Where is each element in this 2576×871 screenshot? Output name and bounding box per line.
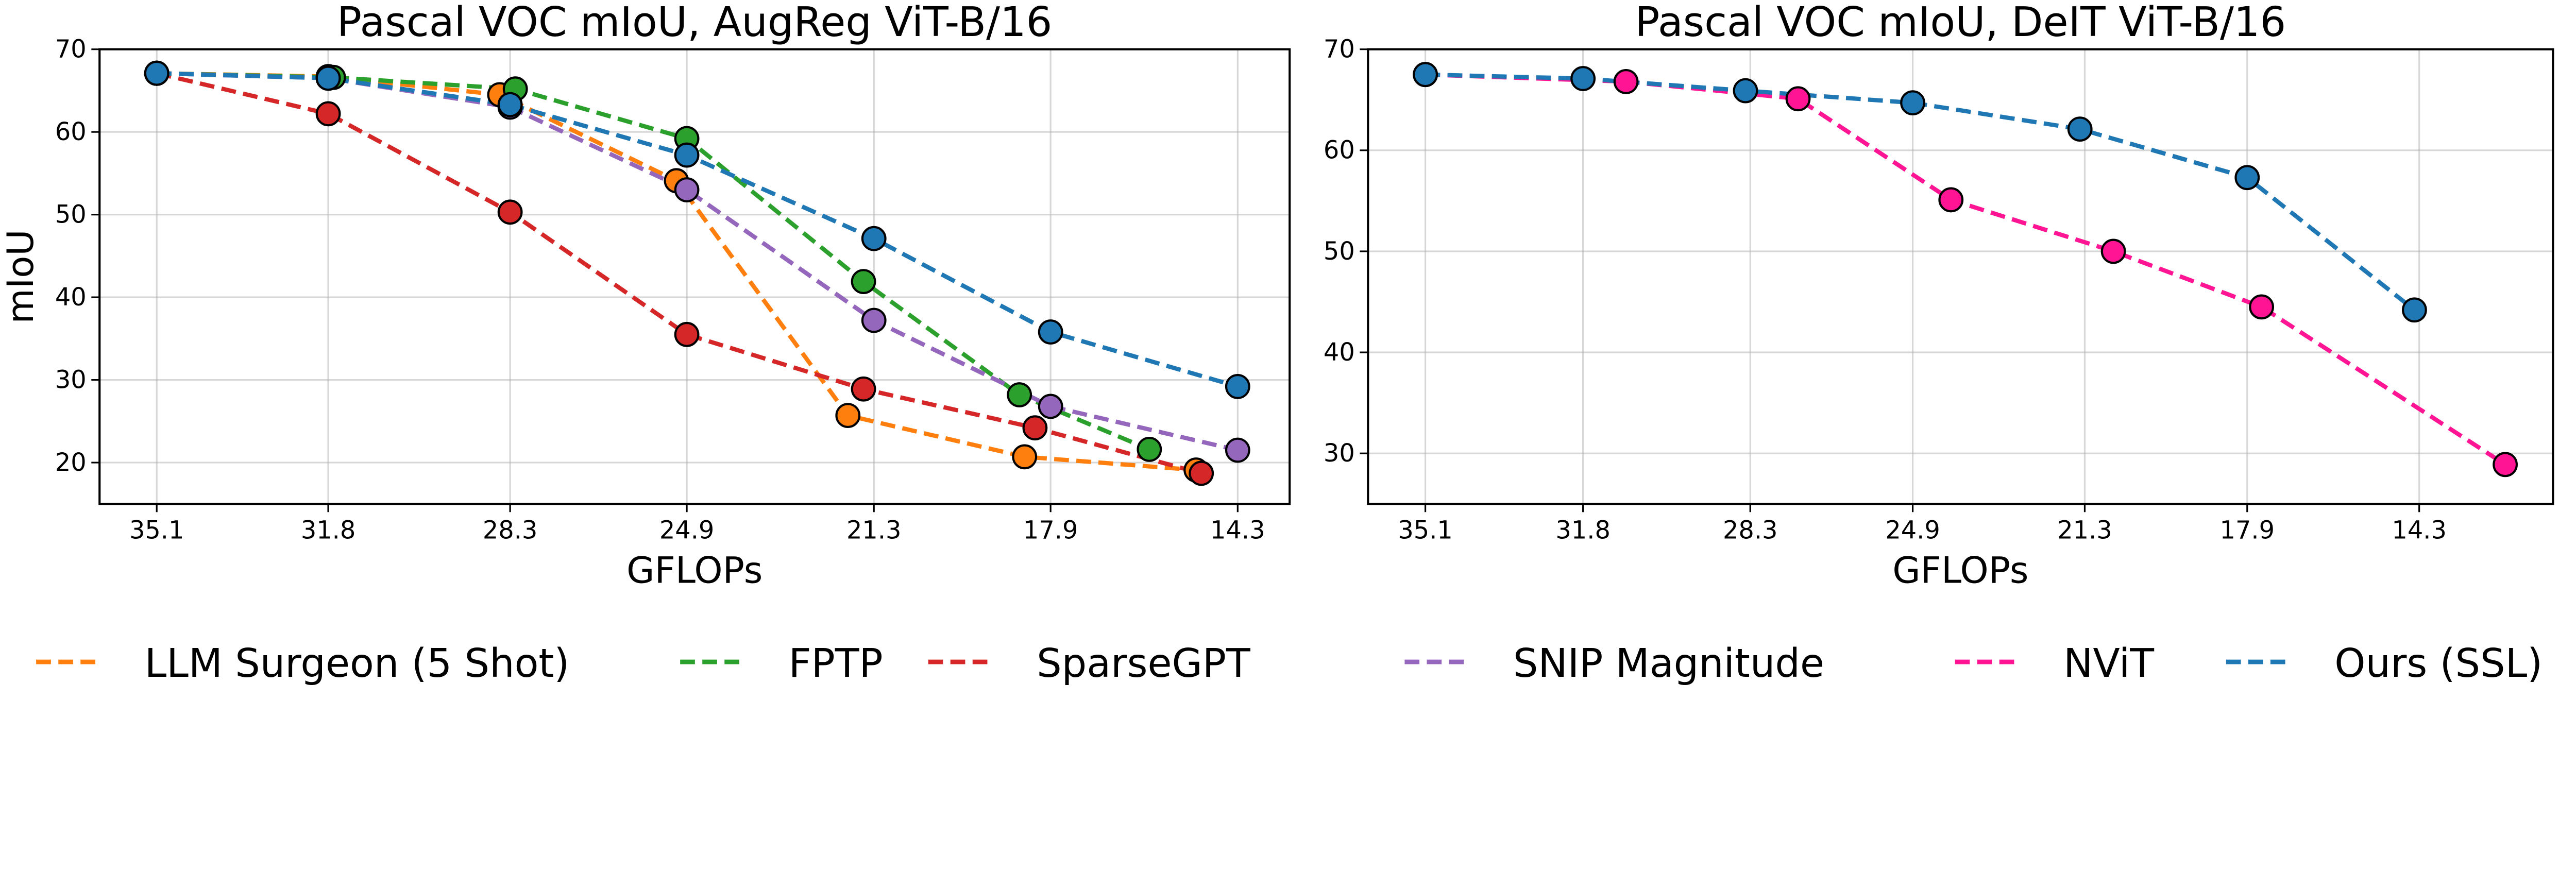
axes-frame: [98, 48, 1291, 505]
x-axis-label: GFLOPs: [1892, 549, 2028, 591]
x-tick-label: 14.3: [2392, 516, 2446, 544]
y-tick-label: 50: [55, 201, 87, 229]
data-point: [1570, 66, 1596, 91]
legend-label: FPTP: [789, 641, 883, 687]
chart-title: Pascal VOC mIoU, AugReg ViT-B/16: [337, 0, 1052, 46]
data-point: [497, 199, 523, 225]
data-point: [315, 101, 341, 127]
y-tick-label: 70: [55, 36, 87, 64]
legend-label: LLM Surgeon (5 Shot): [145, 641, 570, 687]
axes-frame: [1367, 48, 2554, 505]
chart-augreg: 35.1 31.8 28.3 24.9 21.3 17.9 14.3 20 30 40 50 60 70…: [0, 0, 1291, 591]
data-point: [1225, 437, 1250, 463]
x-tick-label: 28.3: [1723, 516, 1777, 544]
legend-label: NViT: [2063, 641, 2154, 687]
data-point: [1733, 78, 1758, 104]
data-point: [1038, 319, 1063, 345]
data-point: [1225, 374, 1250, 399]
series-line-snip-magnitude: [157, 71, 1239, 453]
y-tick-label: 30: [1324, 439, 1355, 468]
data-point: [851, 376, 876, 402]
data-point: [1007, 382, 1032, 407]
data-point: [674, 142, 700, 168]
data-point: [315, 65, 341, 91]
x-tick-label: 17.9: [2220, 516, 2275, 544]
legend: LLM Surgeon (5 Shot) FPTP SparseGPT SNIP Ma…: [36, 641, 2543, 687]
x-tick-label: 31.8: [301, 516, 356, 544]
series-line-nvit: [1425, 72, 2506, 467]
x-tick-label: 24.9: [1885, 516, 1940, 544]
data-point: [1413, 62, 1438, 88]
x-tick-label: 14.3: [1210, 516, 1265, 544]
x-tick-label: 24.9: [659, 516, 715, 544]
data-point: [861, 226, 887, 251]
data-point: [2401, 297, 2427, 323]
data-point: [1613, 69, 1639, 94]
data-point: [2249, 294, 2275, 320]
x-axis-label: GFLOPs: [626, 549, 762, 591]
y-tick-label: 50: [1324, 237, 1355, 266]
data-point: [2100, 238, 2126, 264]
legend-label: SparseGPT: [1037, 641, 1250, 687]
x-tick-label: 21.3: [2057, 516, 2112, 544]
data-point: [835, 403, 861, 428]
data-point: [1189, 460, 1214, 486]
y-axis-label: mIoU: [0, 229, 42, 323]
data-point: [1137, 437, 1162, 462]
figure: 35.1 31.8 28.3 24.9 21.3 17.9 14.3 20 30 40 50 60 70…: [0, 0, 2554, 687]
x-tick-label: 17.9: [1023, 516, 1078, 544]
data-point: [144, 60, 170, 86]
legend-label: SNIP Magnitude: [1513, 641, 1824, 687]
data-point: [1900, 90, 1925, 116]
x-tick-label: 21.3: [846, 516, 902, 544]
y-tick-label: 70: [1324, 36, 1355, 64]
y-tick-label: 30: [55, 366, 87, 395]
data-point: [674, 321, 700, 347]
x-tick-label: 35.1: [1398, 516, 1453, 544]
chart-deit: 35.1 31.8 28.3 24.9 21.3 17.9 14.3 30 40 50 60 70 Pa…: [1324, 0, 2554, 591]
data-point: [1785, 86, 1811, 112]
data-point: [1022, 415, 1048, 441]
data-point: [2493, 452, 2518, 477]
x-tick-label: 35.1: [129, 516, 184, 544]
data-point: [2234, 165, 2260, 191]
data-point: [497, 92, 523, 117]
x-tick-label: 31.8: [1555, 516, 1611, 544]
data-point: [861, 308, 887, 333]
y-tick-label: 60: [1324, 136, 1355, 165]
y-tick-label: 40: [1324, 338, 1355, 367]
x-tick-label: 28.3: [483, 516, 538, 544]
series-line-fptp: [157, 71, 1150, 452]
data-point: [1038, 394, 1063, 419]
y-tick-label: 20: [55, 449, 87, 477]
y-tick-label: 60: [55, 118, 87, 146]
data-point: [1012, 444, 1038, 470]
data-point: [674, 177, 700, 202]
data-point: [851, 269, 876, 295]
data-point: [2067, 116, 2093, 142]
legend-label: Ours (SSL): [2334, 641, 2543, 687]
data-point: [1938, 187, 1964, 213]
chart-title: Pascal VOC mIoU, DeIT ViT-B/16: [1635, 0, 2286, 46]
y-tick-label: 40: [55, 283, 87, 312]
